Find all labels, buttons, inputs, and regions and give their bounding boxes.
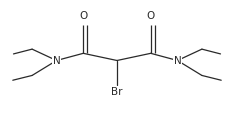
Text: O: O xyxy=(79,11,87,21)
Text: Br: Br xyxy=(111,87,123,97)
Text: N: N xyxy=(53,56,60,65)
Text: O: O xyxy=(147,11,155,21)
Text: N: N xyxy=(174,56,181,65)
